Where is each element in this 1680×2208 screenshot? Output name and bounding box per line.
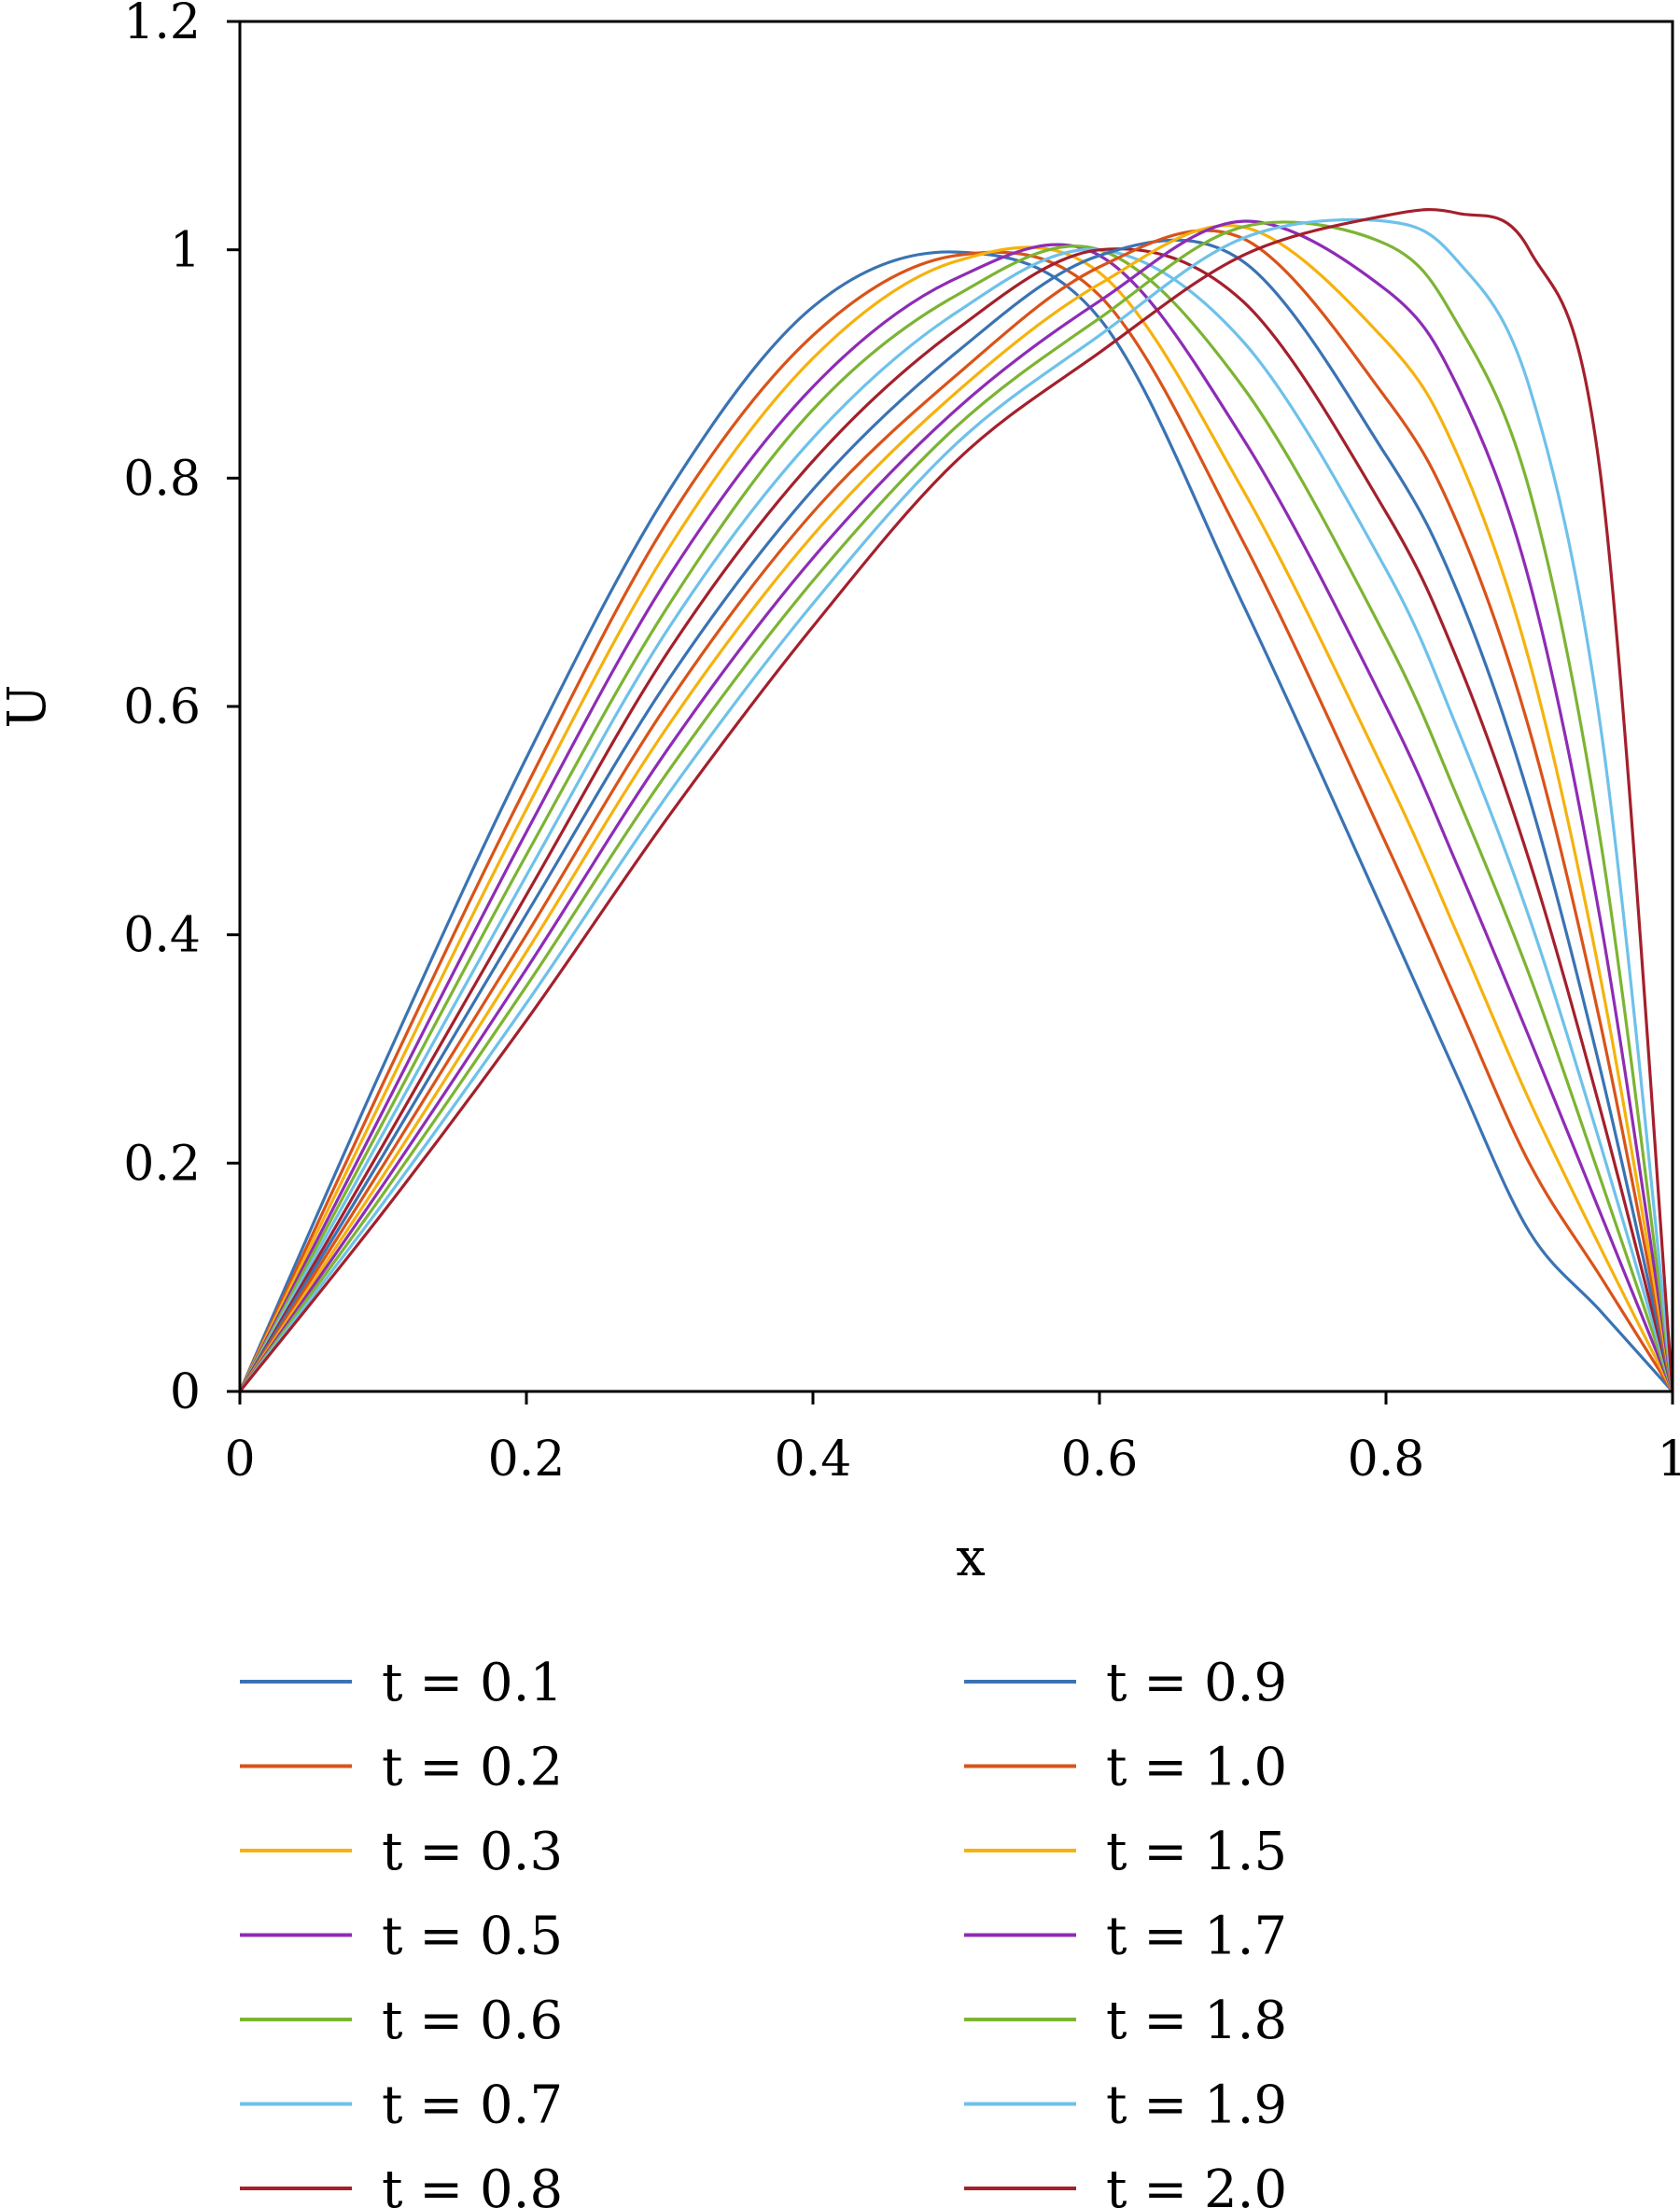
legend-label: t = 0.3	[382, 1822, 563, 1882]
legend-label: t = 0.2	[382, 1738, 563, 1798]
legend-label: t = 1.0	[1106, 1738, 1287, 1798]
legend-label: t = 1.9	[1106, 2075, 1287, 2136]
y-tick-label: 0.8	[123, 451, 201, 507]
legend-label: t = 1.8	[1106, 1991, 1287, 2051]
legend-item: t = 0.2	[240, 1738, 563, 1798]
series-line-12	[238, 220, 1674, 1392]
legend-label: t = 1.5	[1106, 1822, 1287, 1882]
legend-item: t = 1.8	[964, 1991, 1287, 2051]
legend-item: t = 0.5	[240, 1907, 563, 1967]
legend-item: t = 0.9	[964, 1653, 1287, 1713]
legend-label: t = 0.8	[382, 2159, 563, 2208]
series-line-10	[238, 224, 1674, 1392]
legend-item: t = 1.5	[964, 1822, 1287, 1882]
x-tick-label: 0.8	[1348, 1432, 1425, 1488]
legend-item: t = 0.3	[240, 1822, 563, 1882]
legend-item: t = 2.0	[964, 2159, 1287, 2208]
x-tick-label: 0.2	[488, 1432, 566, 1488]
y-axis-ticks: 0 0.2 0.4 0.6 0.8 1 1.2	[123, 0, 240, 1420]
y-tick-label: 1.2	[123, 0, 201, 50]
series-line-13	[238, 217, 1674, 1392]
legend: t = 0.1 t = 0.2 t = 0.3 t = 0.5 t = 0.6 t = 0…	[240, 1653, 1287, 2208]
y-tick-label: 0	[170, 1364, 201, 1420]
legend-item: t = 0.1	[240, 1653, 563, 1713]
x-tick-label: 0.6	[1061, 1432, 1139, 1488]
series-line-4	[238, 243, 1674, 1392]
y-tick-label: 0.6	[123, 679, 201, 735]
legend-label: t = 0.5	[382, 1907, 563, 1967]
legend-item: t = 1.0	[964, 1738, 1287, 1798]
series-line-7	[238, 247, 1674, 1392]
plot-frame	[238, 20, 1674, 1393]
legend-item: t = 1.9	[964, 2075, 1287, 2136]
x-tick-label: 0	[224, 1432, 255, 1488]
series-line-9	[238, 229, 1674, 1392]
y-tick-label: 0.4	[123, 908, 201, 964]
x-axis-ticks: 0 0.2 0.4 0.6 0.8 1	[224, 1391, 1680, 1488]
y-tick-label: 0.2	[123, 1136, 201, 1192]
legend-label: t = 0.9	[1106, 1653, 1287, 1713]
y-tick-label: 1	[170, 223, 201, 279]
legend-label: t = 1.7	[1106, 1907, 1287, 1967]
plot-lines	[238, 207, 1674, 1393]
series-line-11	[238, 219, 1674, 1392]
x-axis-label: x	[956, 1528, 986, 1588]
legend-label: t = 2.0	[1106, 2159, 1287, 2208]
legend-label: t = 0.7	[382, 2075, 563, 2136]
x-tick-label: 1	[1657, 1432, 1680, 1488]
series-line-1	[238, 250, 1674, 1393]
series-line-5	[238, 245, 1674, 1392]
series-line-14	[238, 207, 1674, 1392]
y-axis-label: U	[0, 684, 58, 728]
series-line-6	[238, 247, 1674, 1392]
legend-label: t = 0.1	[382, 1653, 563, 1713]
series-line-8	[238, 238, 1674, 1392]
legend-item: t = 1.7	[964, 1907, 1287, 1967]
series-line-2	[238, 250, 1674, 1392]
legend-label: t = 0.6	[382, 1991, 563, 2051]
legend-item: t = 0.7	[240, 2075, 563, 2136]
legend-item: t = 0.6	[240, 1991, 563, 2051]
x-tick-label: 0.4	[775, 1432, 852, 1488]
legend-item: t = 0.8	[240, 2159, 563, 2208]
series-line-3	[238, 245, 1674, 1392]
